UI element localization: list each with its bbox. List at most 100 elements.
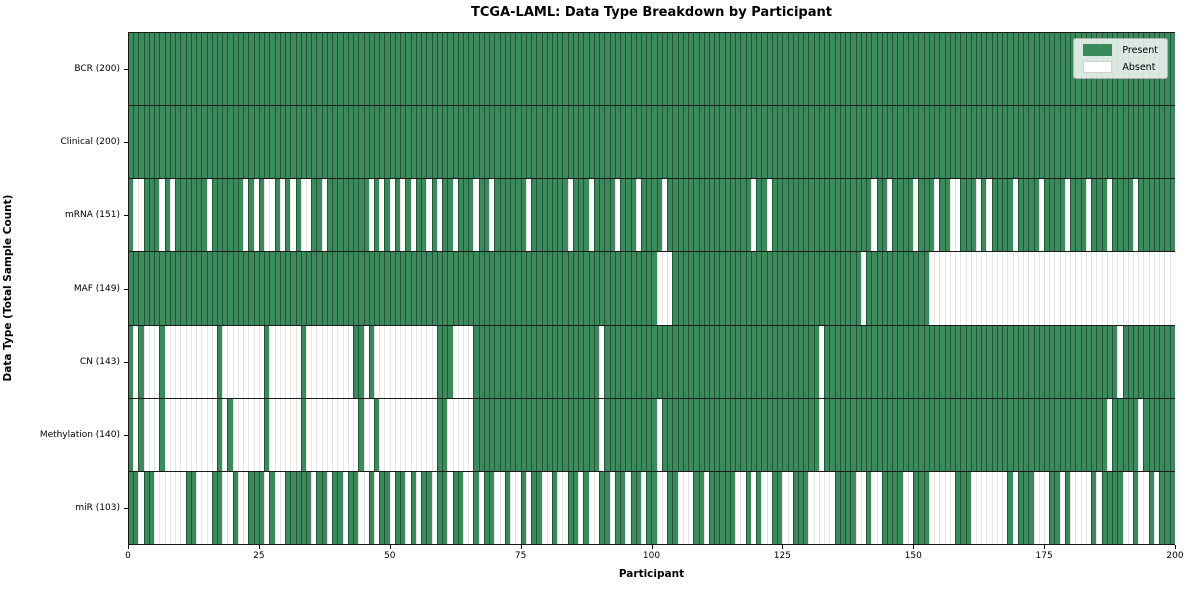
heatmap-cell-methylation-170 bbox=[1017, 398, 1024, 471]
y-tick-mark bbox=[124, 508, 128, 510]
y-tick-label: BCR (200) bbox=[74, 63, 120, 74]
heatmap-cell-mir-78 bbox=[536, 471, 542, 544]
heatmap-cell-bcr-199 bbox=[1169, 33, 1175, 106]
heatmap-cell-cn-157 bbox=[949, 325, 956, 398]
heatmap-cell-methylation-196 bbox=[1153, 398, 1160, 471]
heatmap-cell-mrna-6 bbox=[159, 179, 165, 252]
heatmap-cell-methylation-181 bbox=[1075, 398, 1081, 471]
heatmap-cell-bcr-24 bbox=[253, 33, 259, 106]
heatmap-cell-maf-48 bbox=[379, 252, 385, 325]
heatmap-cell-mir-48 bbox=[379, 471, 385, 544]
heatmap-cell-bcr-103 bbox=[667, 33, 673, 106]
heatmap-cell-methylation-100 bbox=[651, 398, 657, 471]
heatmap-cell-methylation-121 bbox=[761, 398, 767, 471]
heatmap-cell-mir-154 bbox=[934, 471, 940, 544]
heatmap-cell-bcr-39 bbox=[332, 33, 338, 106]
heatmap-cell-bcr-77 bbox=[531, 33, 537, 106]
heatmap-cell-clinical-46 bbox=[368, 106, 375, 179]
heatmap-cell-methylation-71 bbox=[499, 398, 505, 471]
heatmap-cell-methylation-143 bbox=[876, 398, 882, 471]
heatmap-cell-methylation-28 bbox=[274, 398, 280, 471]
heatmap-cell-clinical-34 bbox=[305, 106, 312, 179]
heatmap-cell-mir-29 bbox=[279, 471, 286, 544]
heatmap-cell-maf-108 bbox=[693, 252, 699, 325]
heatmap-cell-clinical-185 bbox=[1096, 106, 1102, 179]
heatmap-cell-mrna-134 bbox=[829, 179, 835, 252]
heatmap-cell-bcr-31 bbox=[290, 33, 296, 106]
heatmap-cell-maf-196 bbox=[1153, 252, 1160, 325]
heatmap-cell-clinical-175 bbox=[1044, 106, 1050, 179]
heatmap-cell-clinical-67 bbox=[478, 106, 484, 179]
heatmap-cell-clinical-74 bbox=[515, 106, 521, 179]
heatmap-cell-bcr-128 bbox=[798, 33, 804, 106]
heatmap-cell-mir-117 bbox=[740, 471, 746, 544]
heatmap-cell-clinical-48 bbox=[379, 106, 385, 179]
heatmap-cell-maf-141 bbox=[866, 252, 872, 325]
heatmap-cell-cn-37 bbox=[321, 325, 327, 398]
heatmap-cell-mir-173 bbox=[1033, 471, 1039, 544]
heatmap-cell-cn-147 bbox=[897, 325, 903, 398]
heatmap-cell-bcr-106 bbox=[682, 33, 689, 106]
heatmap-cell-mrna-164 bbox=[986, 179, 992, 252]
heatmap-cell-methylation-32 bbox=[295, 398, 301, 471]
heatmap-cell-cn-13 bbox=[196, 325, 202, 398]
heatmap-cell-mir-164 bbox=[986, 471, 992, 544]
heatmap-cell-clinical-147 bbox=[897, 106, 903, 179]
heatmap-cell-methylation-83 bbox=[562, 398, 568, 471]
heatmap-cell-methylation-162 bbox=[975, 398, 982, 471]
heatmap-cell-maf-64 bbox=[463, 252, 469, 325]
heatmap-cell-methylation-127 bbox=[792, 398, 798, 471]
heatmap-cell-maf-111 bbox=[709, 252, 715, 325]
heatmap-cell-methylation-51 bbox=[394, 398, 401, 471]
heatmap-cell-clinical-161 bbox=[970, 106, 976, 179]
heatmap-cell-maf-120 bbox=[756, 252, 762, 325]
heatmap-cell-methylation-172 bbox=[1028, 398, 1034, 471]
heatmap-cell-clinical-107 bbox=[688, 106, 694, 179]
heatmap-cell-bcr-173 bbox=[1033, 33, 1039, 106]
heatmap-cell-methylation-193 bbox=[1138, 398, 1144, 471]
heatmap-cell-mir-137 bbox=[845, 471, 851, 544]
heatmap-cell-maf-109 bbox=[698, 252, 704, 325]
heatmap-cell-clinical-72 bbox=[504, 106, 511, 179]
heatmap-cell-mrna-54 bbox=[410, 179, 416, 252]
heatmap-cell-cn-126 bbox=[787, 325, 793, 398]
heatmap-cell-cn-58 bbox=[431, 325, 437, 398]
heatmap-cell-methylation-165 bbox=[991, 398, 997, 471]
heatmap-cell-mrna-108 bbox=[693, 179, 699, 252]
heatmap-cell-bcr-2 bbox=[138, 33, 144, 106]
heatmap-cell-clinical-97 bbox=[635, 106, 641, 179]
heatmap-cell-clinical-51 bbox=[394, 106, 401, 179]
heatmap-cell-bcr-147 bbox=[897, 33, 903, 106]
heatmap-cell-maf-62 bbox=[452, 252, 458, 325]
heatmap-cell-mrna-13 bbox=[196, 179, 202, 252]
heatmap-cell-mir-184 bbox=[1091, 471, 1097, 544]
heatmap-cell-maf-152 bbox=[923, 252, 929, 325]
heatmap-cell-mir-71 bbox=[499, 471, 505, 544]
heatmap-cell-cn-196 bbox=[1153, 325, 1160, 398]
heatmap-cell-bcr-151 bbox=[918, 33, 924, 106]
heatmap-cell-methylation-40 bbox=[337, 398, 343, 471]
heatmap-cell-mrna-114 bbox=[724, 179, 730, 252]
heatmap-cell-methylation-107 bbox=[688, 398, 694, 471]
heatmap-cell-methylation-129 bbox=[803, 398, 809, 471]
heatmap-cell-cn-168 bbox=[1007, 325, 1013, 398]
heatmap-cell-mir-121 bbox=[761, 471, 767, 544]
heatmap-cell-mrna-72 bbox=[504, 179, 511, 252]
heatmap-cell-clinical-151 bbox=[918, 106, 924, 179]
heatmap-cell-maf-92 bbox=[609, 252, 615, 325]
heatmap-cell-clinical-102 bbox=[661, 106, 668, 179]
heatmap-cell-maf-143 bbox=[876, 252, 882, 325]
heatmap-cell-clinical-120 bbox=[756, 106, 762, 179]
heatmap-cell-methylation-115 bbox=[729, 398, 736, 471]
heatmap-cell-maf-199 bbox=[1169, 252, 1175, 325]
heatmap-cell-clinical-75 bbox=[520, 106, 526, 179]
heatmap-cell-mir-79 bbox=[541, 471, 547, 544]
heatmap-cell-bcr-179 bbox=[1064, 33, 1071, 106]
heatmap-cell-bcr-63 bbox=[457, 33, 463, 106]
heatmap-cell-methylation-61 bbox=[447, 398, 453, 471]
heatmap-cell-mir-130 bbox=[808, 471, 814, 544]
heatmap-cell-cn-165 bbox=[991, 325, 997, 398]
heatmap-cell-bcr-23 bbox=[248, 33, 254, 106]
heatmap-cell-clinical-82 bbox=[557, 106, 563, 179]
heatmap-cell-cn-79 bbox=[541, 325, 547, 398]
